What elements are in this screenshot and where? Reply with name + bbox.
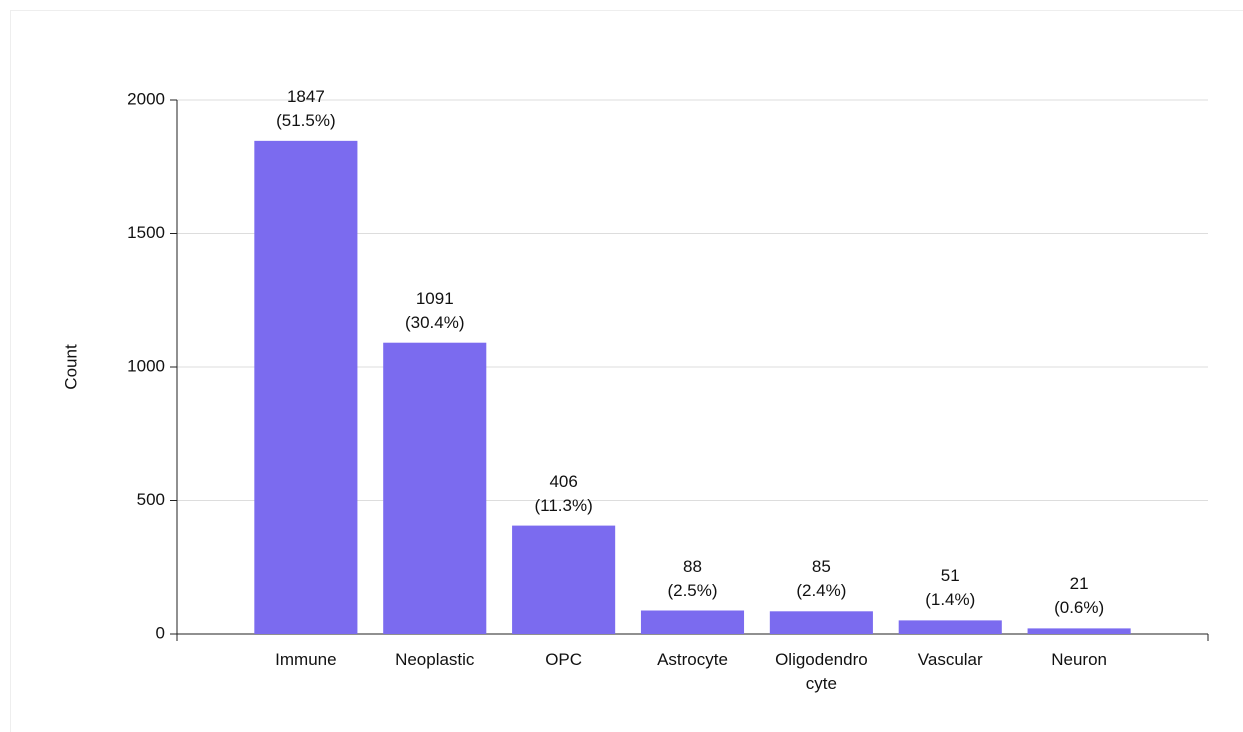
bar <box>898 620 1002 634</box>
value-label: 1847 (51.5%) <box>276 86 336 130</box>
bar <box>640 610 745 634</box>
value-label: 51 (1.4%) <box>925 566 976 610</box>
value-label: 21 (0.6%) <box>1054 574 1105 618</box>
value-label: 85 (2.4%) <box>796 557 847 601</box>
x-tick-label: Astrocyte <box>657 650 728 669</box>
bar <box>254 140 358 634</box>
x-tick-label: Immune <box>275 650 337 669</box>
y-tick-label: 1500 <box>127 223 165 242</box>
value-label: 1091 (30.4%) <box>404 288 465 332</box>
frame <box>10 10 1243 732</box>
y-tick-label: 500 <box>137 490 165 509</box>
x-tick-label: Neuron <box>1051 650 1107 669</box>
y-tick-label: 1000 <box>127 356 165 375</box>
x-tick-label: OPC <box>545 650 583 669</box>
x-tick-label: Neoplastic <box>395 650 475 669</box>
bar <box>383 342 487 634</box>
bar <box>769 611 873 634</box>
value-label: 88 (2.5%) <box>667 556 718 600</box>
bar <box>1027 628 1131 634</box>
value-label: 406 (11.3%) <box>534 471 593 515</box>
bar <box>512 525 616 634</box>
y-tick-label: 0 <box>156 623 165 642</box>
x-tick-label: Vascular <box>917 650 983 669</box>
x-tick-label: Oligodendrocyte <box>775 650 868 693</box>
y-tick-label: 2000 <box>127 89 165 108</box>
y-axis-label: Count <box>61 344 80 390</box>
